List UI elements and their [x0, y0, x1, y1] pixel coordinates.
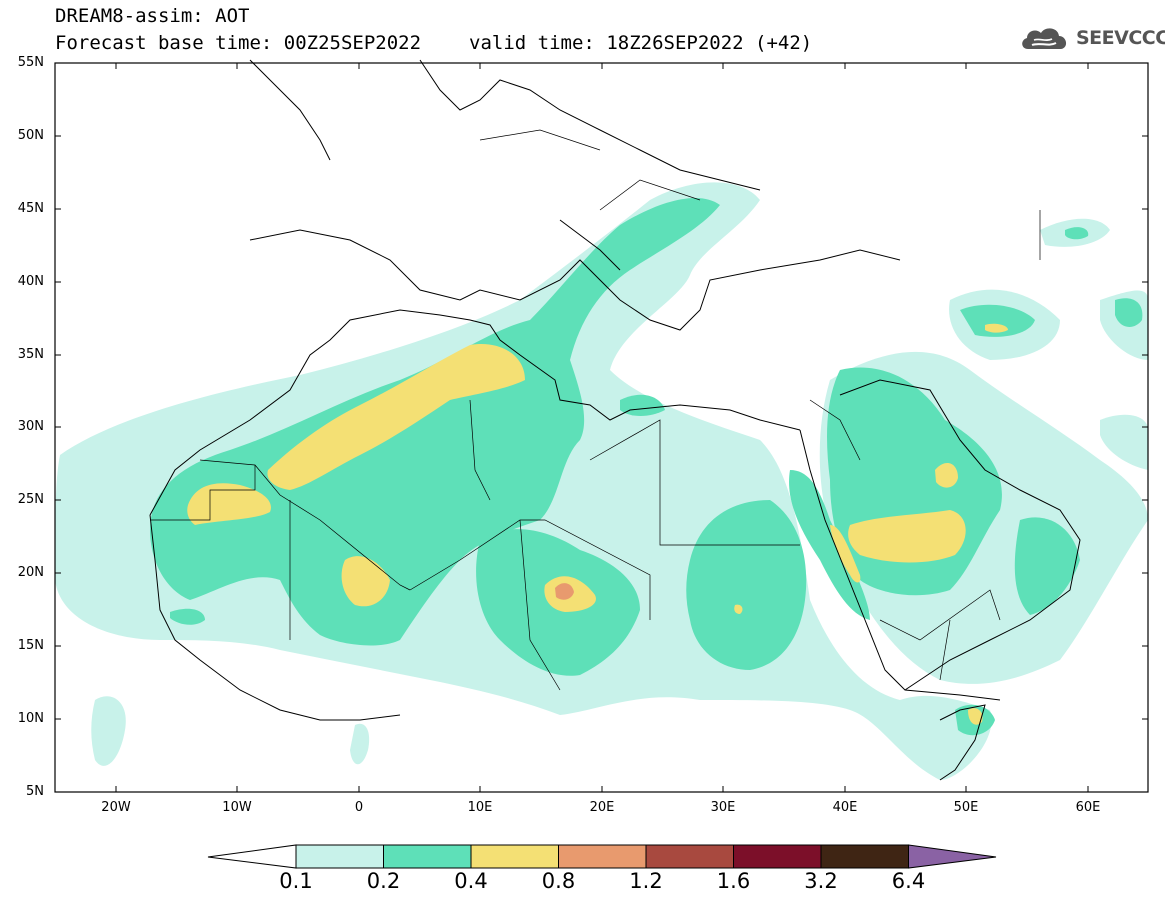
time-line: Forecast base time: 00Z25SEP2022 valid ti… — [55, 33, 812, 54]
lat-label: 35N — [17, 347, 44, 362]
colorbar-label: 0.8 — [541, 869, 576, 893]
aot-band-0-8 — [555, 583, 574, 600]
lon-label: 20W — [101, 800, 131, 815]
coastlines — [149, 59, 1081, 781]
seevccc-logo: SEEVCCC — [1018, 22, 1165, 54]
logo-text: SEEVCCC — [1076, 27, 1165, 49]
colorbar-swatch-5 — [645, 844, 734, 869]
colorbar-label: 0.2 — [366, 869, 401, 893]
lon-label: 40E — [832, 800, 858, 815]
colorbar — [207, 844, 997, 869]
colorbar-over-arrow — [908, 844, 997, 869]
lat-label: 5N — [26, 784, 44, 799]
colorbar-swatch-3 — [470, 844, 559, 869]
colorbar-label: 0.4 — [454, 869, 488, 893]
lon-label: 50E — [953, 800, 979, 815]
colorbar-label: 1.6 — [716, 869, 751, 893]
base-time: Forecast base time: 00Z25SEP2022 — [55, 32, 422, 54]
colorbar-under-arrow — [207, 844, 297, 869]
lat-label: 45N — [17, 201, 44, 216]
lon-label: 0 — [354, 800, 364, 815]
lat-label: 20N — [17, 565, 44, 580]
lat-ticks — [55, 62, 1148, 720]
lon-label: 60E — [1075, 800, 1101, 815]
lon-ticks — [115, 63, 1089, 792]
colorbar-label: 3.2 — [804, 869, 838, 893]
colorbar-swatch-1 — [295, 844, 384, 869]
lon-label: 10W — [222, 800, 252, 815]
lat-label: 15N — [17, 638, 44, 653]
lat-label: 55N — [17, 55, 44, 70]
colorbar-swatch-2 — [383, 844, 472, 869]
lat-label: 30N — [17, 419, 44, 434]
lon-label: 10E — [467, 800, 493, 815]
lat-label: 10N — [17, 711, 44, 726]
map-title: DREAM8-assim: AOT — [55, 5, 250, 27]
lon-label: 30E — [710, 800, 736, 815]
colorbar-label: 6.4 — [891, 869, 926, 893]
lon-label: 20E — [589, 800, 615, 815]
lat-label: 50N — [17, 128, 44, 143]
lat-label: 25N — [17, 492, 44, 507]
valid-time: valid time: 18Z26SEP2022 (+42) — [469, 32, 813, 54]
aot-band-0-4 — [187, 323, 1008, 725]
lat-label: 40N — [17, 274, 44, 289]
country-borders — [150, 129, 1041, 691]
colorbar-swatch-7 — [820, 844, 909, 869]
colorbar-label: 1.2 — [629, 869, 663, 893]
colorbar-swatch-6 — [733, 844, 822, 869]
colorbar-swatch-4 — [558, 844, 647, 869]
cloud-icon — [1022, 28, 1067, 49]
colorbar-label: 0.1 — [279, 869, 313, 893]
